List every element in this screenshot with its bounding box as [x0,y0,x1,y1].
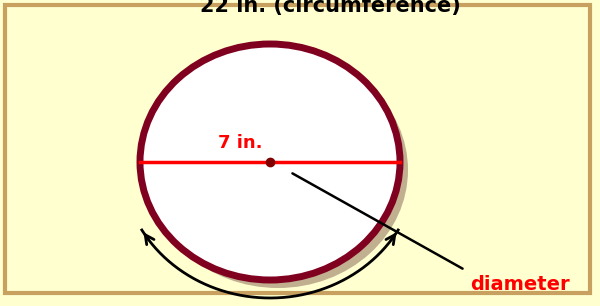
Text: diameter: diameter [470,275,569,294]
Ellipse shape [148,52,408,288]
Text: 22 in. (circumference): 22 in. (circumference) [200,0,460,16]
Ellipse shape [140,44,400,280]
Text: 7 in.: 7 in. [218,134,262,152]
FancyBboxPatch shape [5,5,590,293]
